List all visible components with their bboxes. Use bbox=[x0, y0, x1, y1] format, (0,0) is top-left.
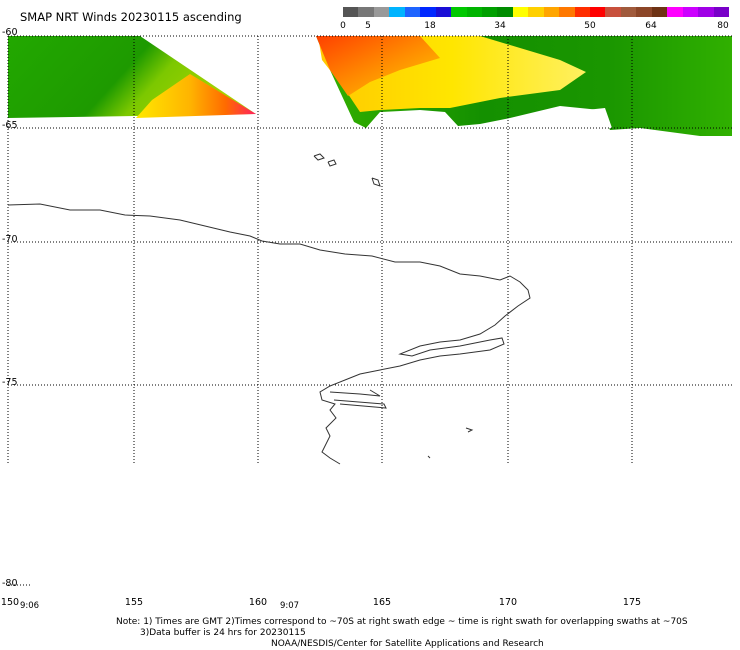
swath-time-left: 9:06 bbox=[20, 601, 40, 611]
colorbar-segment bbox=[667, 7, 684, 17]
colorbar-segment bbox=[698, 7, 715, 17]
swath-time-right: 9:07 bbox=[280, 601, 300, 611]
colorbar-segment bbox=[435, 7, 452, 17]
colorbar-label-64: 64 bbox=[645, 21, 657, 31]
colorbar-segment bbox=[605, 7, 622, 17]
colorbar-segment bbox=[574, 7, 591, 17]
lat-label-65: -65 bbox=[2, 120, 18, 131]
lat-label-60: -60 bbox=[2, 27, 18, 38]
swath-left-yellow bbox=[136, 74, 256, 118]
coastline bbox=[7, 153, 531, 465]
colorbar-segment bbox=[636, 7, 653, 17]
swath-gap bbox=[586, 108, 612, 130]
lon-label-160: 160 bbox=[248, 597, 268, 608]
lon-label-150: 150 bbox=[0, 597, 20, 608]
colorbar-label-0: 0 bbox=[340, 21, 346, 31]
colorbar-segment bbox=[389, 7, 406, 17]
colorbar-segment bbox=[451, 7, 468, 17]
lon-label-175: 175 bbox=[622, 597, 642, 608]
colorbar-segment bbox=[481, 7, 498, 17]
colorbar-label-18: 18 bbox=[424, 21, 436, 31]
graticule bbox=[7, 36, 732, 465]
colorbar-label-5: 5 bbox=[365, 21, 371, 31]
note-line-2: 3)Data buffer is 24 hrs for 20230115 bbox=[140, 628, 306, 638]
colorbar-segment bbox=[404, 7, 421, 17]
lon-label-155: 155 bbox=[124, 597, 144, 608]
wind-speed-colorbar bbox=[343, 7, 730, 17]
colorbar-segment bbox=[343, 7, 359, 17]
swath-right-red bbox=[316, 36, 440, 96]
colorbar-segment bbox=[682, 7, 699, 17]
lon-label-170: 170 bbox=[498, 597, 518, 608]
colorbar-segment bbox=[651, 7, 668, 17]
colorbar-segment bbox=[512, 7, 529, 17]
colorbar-segment bbox=[543, 7, 560, 17]
colorbar-segment bbox=[590, 7, 606, 17]
colorbar-label-34: 34 bbox=[494, 21, 506, 31]
colorbar-segment bbox=[713, 7, 730, 17]
colorbar-segment bbox=[620, 7, 637, 17]
colorbar-segment bbox=[373, 7, 390, 17]
lat-label-75: -75 bbox=[2, 377, 18, 388]
lat-label-80: -80 bbox=[2, 578, 18, 589]
colorbar-segment bbox=[420, 7, 437, 17]
lat-label-70: -70 bbox=[2, 234, 18, 245]
colorbar-segment bbox=[528, 7, 545, 17]
note-line-3: NOAA/NESDIS/Center for Satellite Applica… bbox=[271, 639, 544, 649]
colorbar-segment bbox=[497, 7, 514, 17]
colorbar-label-80: 80 bbox=[717, 21, 729, 31]
map-title: SMAP NRT Winds 20230115 ascending bbox=[20, 10, 242, 24]
colorbar-segment bbox=[358, 7, 375, 17]
colorbar-label-50: 50 bbox=[584, 21, 596, 31]
lon-label-165: 165 bbox=[372, 597, 392, 608]
colorbar-segment bbox=[559, 7, 576, 17]
colorbar-segment bbox=[466, 7, 483, 17]
note-line-1: Note: 1) Times are GMT 2)Times correspon… bbox=[116, 617, 688, 627]
